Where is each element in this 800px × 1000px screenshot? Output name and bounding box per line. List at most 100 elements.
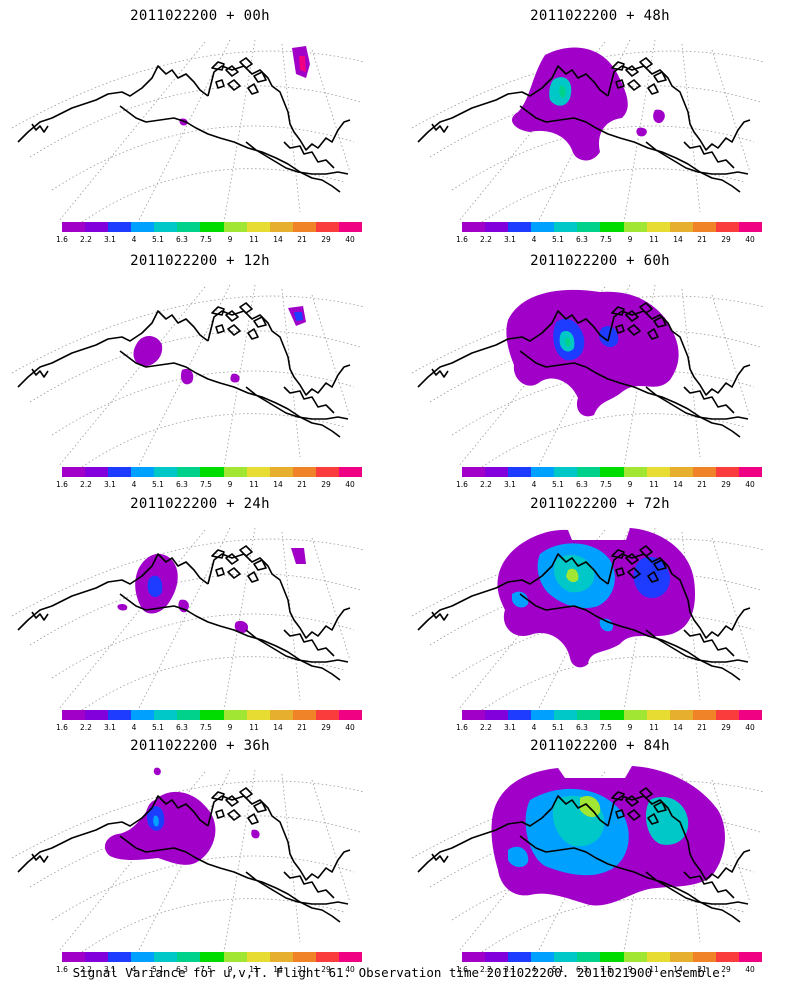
variance-field [506, 289, 679, 417]
coastline-path [245, 386, 349, 420]
colorbar-label: 6.3 [576, 235, 588, 244]
island-outline [253, 71, 267, 83]
colorbar-segment [131, 467, 155, 477]
colorbar-segment [338, 710, 363, 720]
colorbar-label: 2.2 [480, 723, 492, 732]
coastline-path [245, 629, 349, 663]
colorbar-labels: 1.6 2.2 3.1 4 5.1 6.3 7.5 9 11 14 21 29 40 [455, 480, 755, 490]
island-outline [647, 813, 659, 825]
colorbar-label: 40 [345, 480, 355, 489]
colorbar-segment [600, 952, 624, 962]
island-outline [253, 316, 267, 328]
variance-contour [291, 548, 306, 564]
colorbar-label: 4 [131, 235, 137, 244]
island-outline [227, 79, 241, 91]
island-outline [625, 310, 639, 322]
coastline-path [607, 795, 751, 881]
variance-contour [636, 127, 647, 137]
colorbar-label: 29 [721, 965, 731, 974]
island-outline [611, 306, 625, 316]
colorbar-segment [738, 467, 763, 477]
graticule-line [311, 779, 351, 903]
graticule-line [311, 294, 351, 418]
coastline-path [207, 553, 351, 639]
graticule-line [51, 613, 355, 679]
panel-title: 2011022200 + 84h [530, 738, 670, 754]
graticule-line [481, 656, 745, 710]
colorbar-label: 21 [697, 235, 707, 244]
coastline-path [645, 871, 749, 905]
colorbar-label: 11 [249, 723, 259, 732]
colorbar-segment [154, 467, 178, 477]
colorbar-label: 7.5 [200, 965, 212, 974]
map-panel-60h: 2011022200 + 60h 1.6 2.2 3.1 4 5.1 6.3 7.5 9 11 14… [400, 245, 800, 490]
coastline-path [207, 795, 351, 881]
variance-contour [580, 795, 601, 818]
variance-field [511, 47, 665, 161]
variance-field [497, 528, 696, 668]
variance-contour [180, 368, 194, 385]
graticule-line [311, 49, 351, 173]
island-outline [215, 79, 225, 89]
coastline [417, 302, 751, 438]
figure-caption: Signal Variance for u,v,T. Flight 61. Ob… [72, 965, 728, 980]
graticule-line [481, 413, 745, 467]
colorbar-segment [462, 710, 486, 720]
colorbar-segment [85, 222, 109, 232]
graticule-line [57, 771, 206, 952]
graticule-line [223, 284, 256, 467]
variance-field [179, 46, 310, 126]
panel-title: 2011022200 + 48h [530, 8, 670, 24]
colorbar-segment [554, 710, 578, 720]
variance-contour [559, 85, 566, 98]
polar-map [11, 767, 365, 952]
coastline-path [31, 368, 49, 378]
coastline-path [417, 795, 609, 873]
colorbar-segment [154, 952, 178, 962]
coastline-path [17, 553, 209, 631]
island-outline [211, 61, 225, 71]
polar-map [11, 527, 365, 710]
panel-title: 2011022200 + 12h [130, 253, 270, 269]
colorbar-labels: 1.6 2.2 3.1 4 5.1 6.3 7.5 9 11 14 21 29 40 [55, 965, 355, 975]
colorbar-label: 2.2 [80, 723, 92, 732]
colorbar-label: 14 [673, 965, 683, 974]
colorbar-label: 21 [297, 480, 307, 489]
graticule [11, 39, 365, 222]
variance-contour [512, 591, 529, 608]
colorbar-label: 11 [649, 965, 659, 974]
island-outline [615, 324, 625, 334]
variance-contour [251, 829, 260, 839]
graticule-line [29, 85, 361, 158]
colorbar-label: 1.6 [56, 723, 68, 732]
coastline-path [431, 853, 449, 863]
coastline-path [417, 65, 609, 143]
colorbar-label: 11 [649, 235, 659, 244]
island-outline [225, 310, 239, 322]
colorbar-label: 11 [249, 480, 259, 489]
graticule-line [711, 49, 751, 173]
variance-contour [230, 373, 240, 383]
colorbar-label: 40 [745, 235, 755, 244]
colorbar-label: 6.3 [176, 235, 188, 244]
coastline-path [431, 611, 449, 621]
colorbar [462, 222, 763, 232]
graticule-line [57, 529, 206, 710]
colorbar-label: 40 [345, 723, 355, 732]
colorbar-label: 3.1 [504, 965, 516, 974]
coastline-path [519, 835, 741, 923]
graticule-line [51, 125, 355, 191]
island-outline [239, 57, 253, 69]
map-panel-36h: 2011022200 + 36h 1.6 2.2 3.1 4 5.1 6.3 7.5 9 11 14… [0, 730, 400, 975]
colorbar-label: 5.1 [552, 480, 564, 489]
island-outline [227, 809, 241, 821]
graticule-line [81, 898, 345, 952]
colorbar-label: 5.1 [152, 723, 164, 732]
colorbar-segment [462, 952, 486, 962]
island-outline [647, 83, 659, 95]
colorbar-label: 7.5 [600, 480, 612, 489]
island-outline [639, 787, 653, 799]
colorbar-segment [577, 222, 601, 232]
variance-contour [294, 312, 303, 321]
variance-contour [565, 337, 571, 347]
